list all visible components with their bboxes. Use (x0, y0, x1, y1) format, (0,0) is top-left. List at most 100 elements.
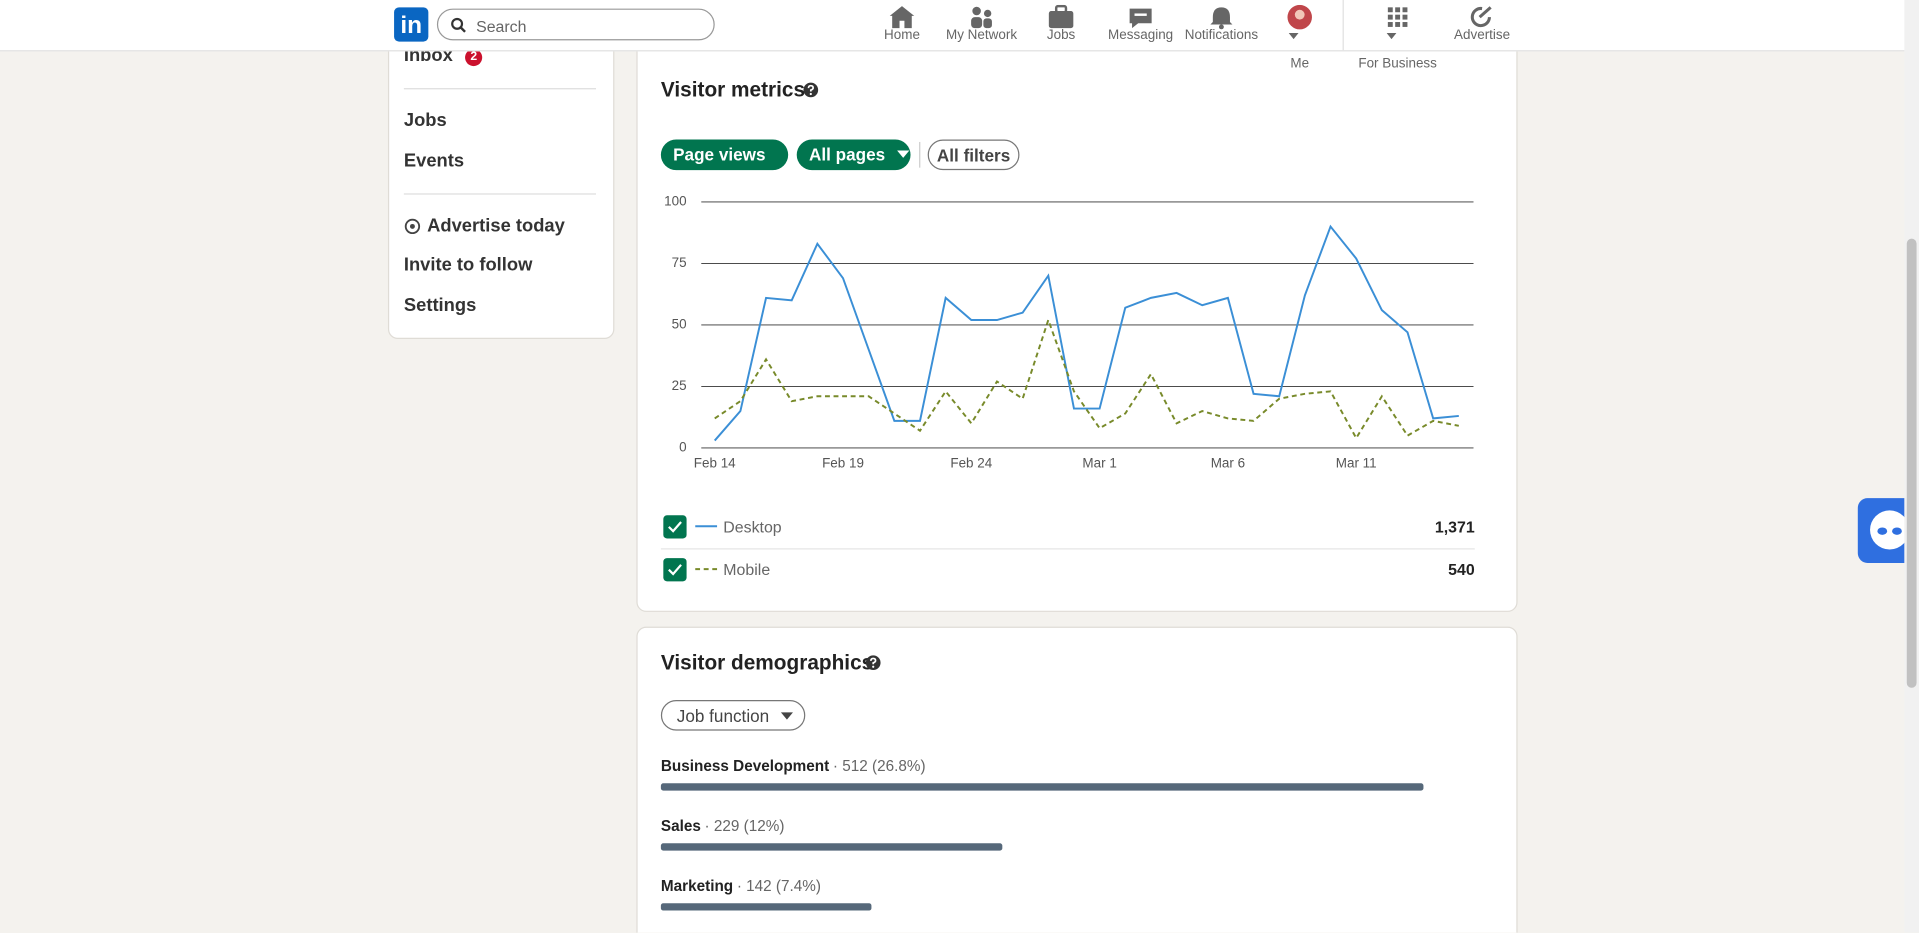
caret (781, 712, 794, 720)
sidebar (387, 12, 615, 340)
filter-job-function[interactable]: Job function (660, 700, 806, 731)
nav-label: Messaging (1108, 28, 1174, 43)
demographic-row: Business Development · 512 (26.8%) (661, 755, 926, 777)
caret (1288, 33, 1299, 40)
top-nav: in Search Home My Network Jobs Messaging… (0, 0, 1919, 71)
nav-label-text: For Business (1358, 56, 1437, 71)
nav-label-text: Me (1290, 56, 1310, 71)
scrollbar[interactable] (1904, 0, 1919, 933)
nav-me[interactable]: Me (1245, 0, 1355, 71)
nav-business[interactable]: For Business (1343, 0, 1453, 71)
x-tick-label: Feb 19 (822, 455, 864, 470)
icon (1129, 8, 1152, 29)
sidebar-link[interactable]: Settings (403, 294, 477, 316)
sidebar-link[interactable]: Events (403, 150, 465, 172)
legend-swatch (695, 568, 718, 571)
nav-network[interactable]: My Network (926, 0, 1036, 51)
demographic-bar (660, 843, 1003, 851)
nav-advertise[interactable]: Advertise (1427, 0, 1537, 51)
help-icon[interactable] (865, 655, 881, 671)
x-tick-label: Mar 6 (1211, 455, 1245, 470)
y-tick-label: 75 (672, 255, 687, 270)
icon (889, 6, 915, 29)
icon (1387, 7, 1408, 27)
check (668, 564, 682, 576)
nav-label: My Network (945, 28, 1018, 43)
nav-label: Advertise (1454, 28, 1511, 43)
help-icon[interactable] (803, 82, 819, 98)
caret (897, 150, 910, 158)
x-tick-label: Feb 24 (950, 455, 992, 470)
divider (660, 548, 1475, 550)
demographic-name: Marketing (660, 877, 734, 895)
demographic-name: Business Development (660, 757, 830, 775)
nav-jobs[interactable]: Jobs (1006, 0, 1116, 51)
nav-notifications[interactable]: Notifications (1166, 0, 1276, 51)
demographic-row: Sales · 229 (12%) (661, 815, 785, 837)
nav-home[interactable]: Home (847, 0, 957, 51)
icon (1470, 6, 1492, 28)
caret (680, 181, 693, 189)
demographic-bar (660, 903, 872, 911)
demographic-name: Sales (660, 817, 701, 835)
filter-page-views[interactable]: Page views (660, 139, 789, 189)
legend-total: 1,371 (1434, 517, 1475, 537)
nav-label: Notifications (1184, 28, 1259, 43)
legend-total: 540 (1448, 560, 1475, 579)
demographics-card (636, 626, 1518, 933)
search-box[interactable]: Search (436, 8, 715, 41)
x-tick-label: Mar 11 (1336, 455, 1377, 470)
sidebar-link[interactable]: Invite to follow (403, 254, 533, 276)
demographic-bar (660, 783, 1424, 791)
filter-all-pages[interactable]: All pages (796, 139, 911, 171)
y-tick-label: 0 (679, 439, 686, 454)
assistant-icon (1870, 510, 1910, 550)
series-line (713, 224, 1459, 442)
nav-label: Jobs (1046, 28, 1076, 43)
badge: 2 (465, 48, 483, 67)
search-icon (451, 17, 466, 33)
demographic-value: · 512 (26.8%) (832, 757, 926, 775)
y-tick-label: 100 (664, 193, 686, 208)
pill-label: Page views (673, 144, 766, 164)
check (668, 521, 682, 533)
y-tick-label: 25 (672, 378, 687, 393)
caret (1386, 33, 1397, 40)
x-tick-label: Feb 14 (694, 455, 736, 470)
search-placeholder: Search (476, 17, 527, 36)
icon (1048, 4, 1074, 29)
logo[interactable]: in (394, 7, 429, 42)
pill-label: Job function (676, 706, 770, 726)
legend-name: Mobile (723, 560, 771, 579)
nav-label: Home (884, 28, 920, 43)
demographic-value: · 229 (12%) (704, 817, 785, 835)
checkbox[interactable] (663, 515, 687, 539)
sidebar-link[interactable]: Advertise today (427, 215, 565, 237)
visitor-metrics-card (636, 36, 1518, 612)
pill-label: All pages (808, 144, 886, 164)
divider (403, 193, 597, 195)
divider (1342, 0, 1344, 51)
icon (1210, 7, 1233, 30)
divider (403, 88, 597, 90)
scroll-thumb[interactable] (1906, 238, 1917, 688)
avatar (1287, 4, 1312, 30)
nav-messaging[interactable]: Messaging (1086, 0, 1196, 51)
checkbox[interactable] (663, 558, 687, 582)
demographic-value: · 142 (7.4%) (736, 877, 821, 895)
section-title: Visitor demographics (660, 651, 874, 675)
filter-all-filters[interactable]: All filters (927, 139, 1020, 171)
legend-name: Desktop (723, 517, 782, 537)
section-title: Visitor metrics (660, 78, 806, 102)
advertise-icon (404, 218, 421, 235)
legend-swatch (695, 525, 718, 528)
icon (971, 6, 992, 29)
series-line (714, 316, 1460, 441)
demographic-row: Marketing · 142 (7.4%) (661, 875, 821, 897)
y-tick-label: 50 (672, 316, 687, 331)
sidebar-link[interactable]: Jobs (403, 110, 447, 131)
x-tick-label: Mar 1 (1082, 455, 1116, 470)
